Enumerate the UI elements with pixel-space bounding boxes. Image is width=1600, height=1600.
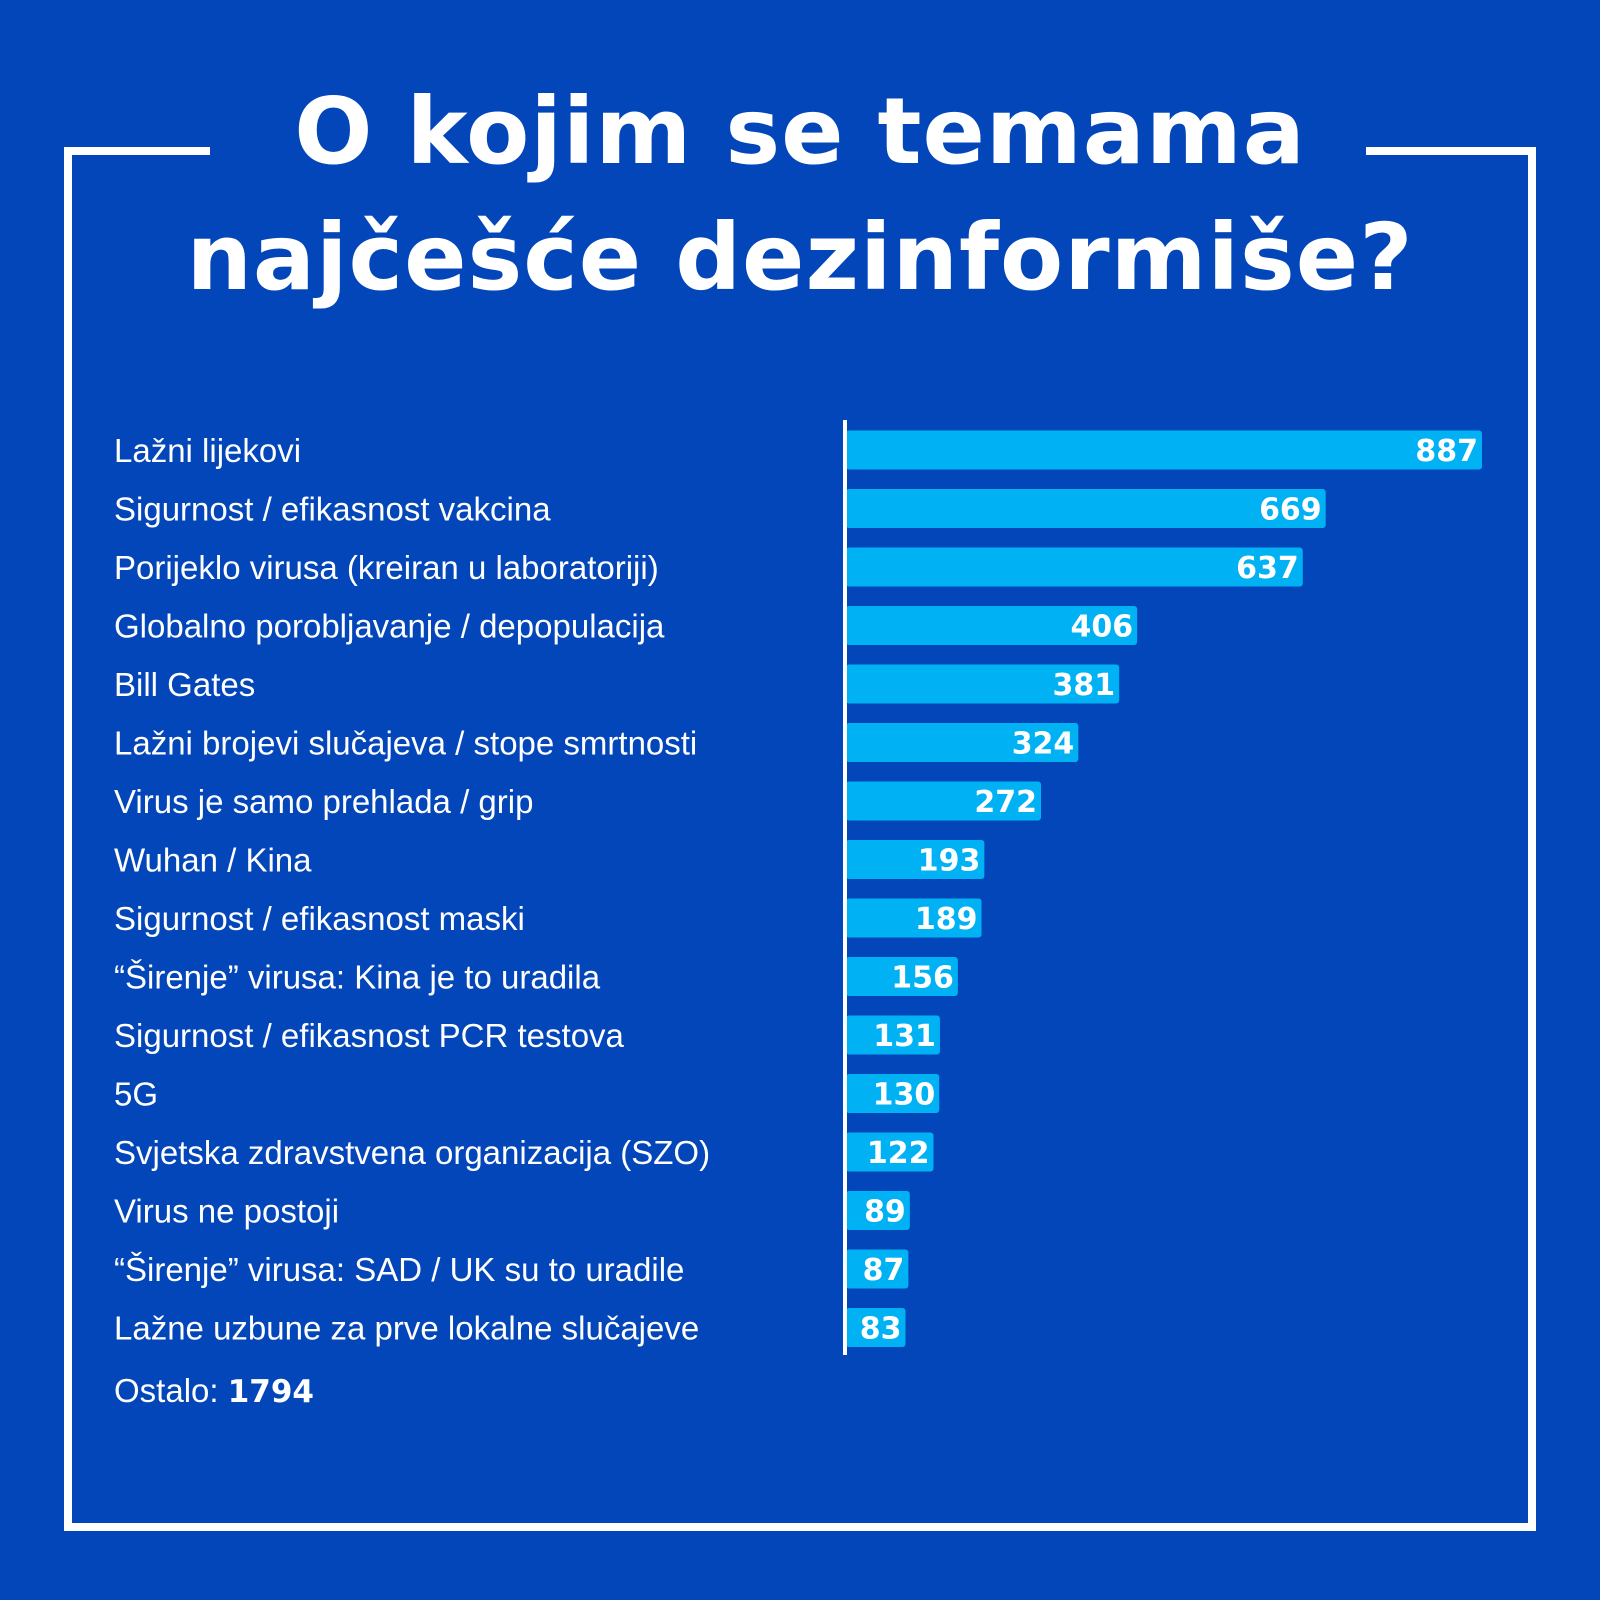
category-label: Sigurnost / efikasnost maski — [114, 900, 525, 937]
category-label: “Širenje” virusa: SAD / UK su to uradile — [114, 1251, 684, 1288]
category-label: Virus je samo prehlada / grip — [114, 783, 533, 820]
bar — [846, 957, 958, 996]
bar-value-label: 637 — [1236, 551, 1299, 586]
bar — [846, 1132, 934, 1172]
category-label: Porijeklo virusa (kreiran u laboratoriji… — [114, 549, 659, 586]
category-label: Wuhan / Kina — [114, 842, 312, 879]
bar — [846, 781, 1042, 821]
category-label: Lažne uzbune za prve lokalne slučajeve — [114, 1310, 699, 1347]
chart-title-line-1: O kojim se temama — [294, 78, 1306, 185]
bar-value-label: 89 — [864, 1195, 906, 1230]
bar-value-label: 669 — [1259, 493, 1322, 528]
bar-value-label: 193 — [918, 844, 981, 879]
bar — [846, 664, 1120, 704]
category-label: Svjetska zdravstvena organizacija (SZO) — [114, 1134, 710, 1171]
bar — [846, 1074, 940, 1113]
bar-value-label: 189 — [915, 902, 978, 937]
bar — [846, 723, 1079, 762]
other-value: 1794 — [227, 1374, 314, 1410]
bar — [846, 1191, 910, 1230]
bar-value-label: 272 — [974, 785, 1037, 820]
bar — [846, 547, 1303, 587]
chart-title-line-2: najčešće dezinformiše? — [186, 204, 1414, 311]
bar-value-label: 87 — [863, 1253, 905, 1288]
bar-value-label: 83 — [860, 1312, 902, 1347]
bar — [846, 840, 985, 879]
bar-value-label: 406 — [1070, 610, 1133, 645]
bar — [846, 898, 982, 938]
category-label: “Širenje” virusa: Kina je to uradila — [114, 959, 601, 996]
bar-value-label: 887 — [1415, 434, 1478, 469]
bar-value-label: 324 — [1012, 727, 1075, 762]
bar — [846, 606, 1138, 645]
bar-value-label: 156 — [891, 961, 954, 996]
bar — [846, 1308, 906, 1347]
category-label: Bill Gates — [114, 666, 255, 703]
other-count: Ostalo: 1794 — [114, 1372, 314, 1410]
category-label: Globalno porobljavanje / depopulacija — [114, 608, 665, 645]
bar — [846, 1249, 909, 1289]
other-label: Ostalo: — [114, 1372, 219, 1409]
bar — [846, 1015, 940, 1055]
bar — [846, 430, 1482, 470]
category-label: Sigurnost / efikasnost PCR testova — [114, 1017, 625, 1054]
bar-value-label: 122 — [867, 1136, 930, 1171]
category-label: Sigurnost / efikasnost vakcina — [114, 491, 551, 528]
bar-value-label: 130 — [873, 1078, 936, 1113]
bar-value-label: 131 — [873, 1019, 936, 1054]
bar-value-label: 381 — [1053, 668, 1116, 703]
category-label: 5G — [114, 1076, 158, 1113]
category-label: Virus ne postoji — [114, 1193, 339, 1230]
bar — [846, 489, 1326, 528]
category-label: Lažni lijekovi — [114, 432, 301, 469]
category-label: Lažni brojevi slučajeva / stope smrtnost… — [114, 725, 697, 762]
